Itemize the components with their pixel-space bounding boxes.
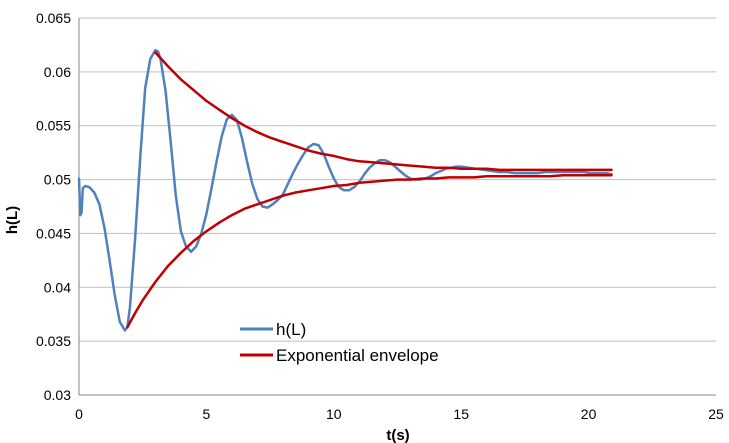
legend: h(L) Exponential envelope [240, 320, 439, 365]
series-lines [77, 49, 613, 332]
y-tick-labels: 0.03 0.035 0.04 0.045 0.05 0.055 0.06 0.065 [36, 10, 71, 403]
grid-lines [79, 17, 716, 342]
legend-label-h-l: h(L) [276, 320, 306, 339]
series-line-h-l [77, 49, 613, 332]
y-axis-title: h(L) [4, 206, 21, 234]
x-tick-label: 0 [75, 406, 83, 422]
x-tick-label: 15 [453, 406, 469, 422]
x-axis-title: t(s) [386, 427, 409, 443]
series-line-exponential-envelope-lower [126, 174, 613, 329]
x-tick-labels: 0 5 10 15 20 25 [75, 406, 724, 422]
y-tick-label: 0.055 [36, 118, 71, 134]
y-tick-label: 0.05 [44, 172, 71, 188]
y-tick-label: 0.045 [36, 225, 71, 241]
x-tick-label: 5 [203, 406, 211, 422]
x-tick-label: 20 [581, 406, 597, 422]
x-tick-label: 10 [326, 406, 342, 422]
y-tick-label: 0.03 [44, 387, 71, 403]
x-tick-label: 25 [708, 406, 724, 422]
series-line-exponential-envelope [154, 51, 613, 172]
y-tick-label: 0.04 [44, 279, 71, 295]
y-tick-label: 0.065 [36, 10, 71, 26]
y-tick-label: 0.06 [44, 64, 71, 80]
y-tick-label: 0.035 [36, 333, 71, 349]
legend-label-exponential-envelope: Exponential envelope [276, 346, 439, 365]
